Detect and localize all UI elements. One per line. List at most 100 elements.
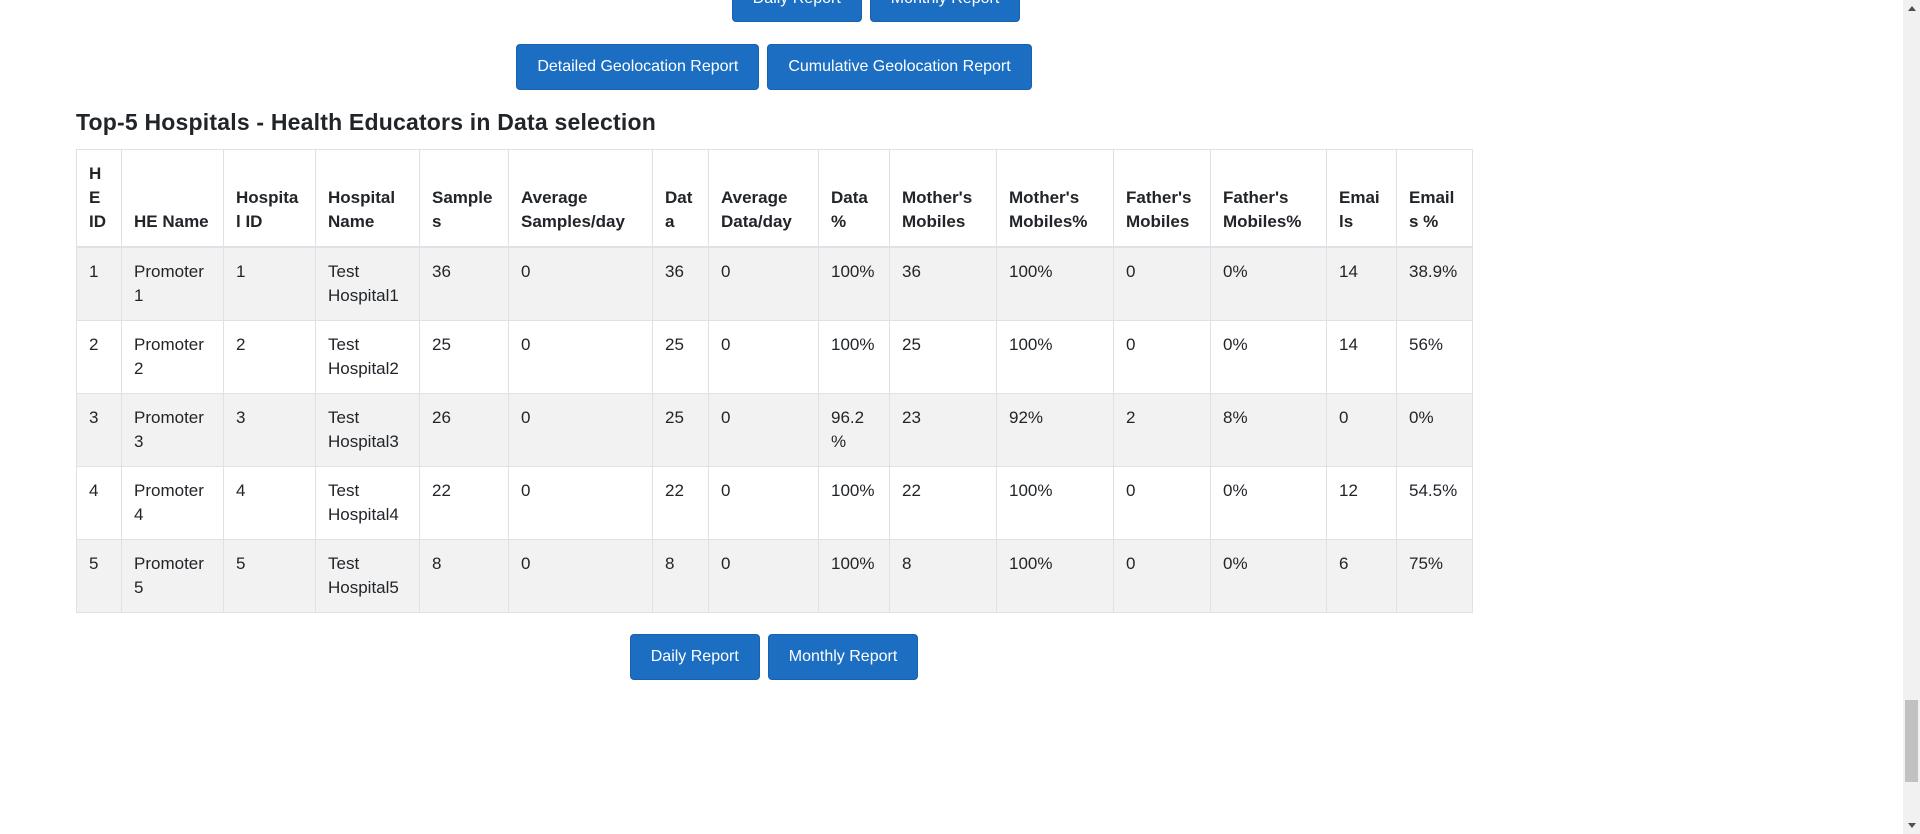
table-cell: Promoter3	[121, 393, 224, 467]
table-cell: 100%	[996, 320, 1114, 394]
column-header-data: Data	[652, 149, 709, 248]
column-header-data-pct: Data%	[818, 149, 890, 248]
table-cell: 96.2%	[818, 393, 890, 467]
scrollbar-thumb[interactable]	[1905, 700, 1918, 782]
table-cell: Promoter4	[121, 466, 224, 540]
table-body: 1 Promoter1 1 Test Hospital1 36 0 36 0 1…	[76, 246, 1473, 613]
table-cell: 8	[419, 539, 509, 613]
table-cell: 22	[419, 466, 509, 540]
table-header: HE ID HE Name Hospital ID Hospital Name …	[76, 149, 1473, 248]
table-row: 3 Promoter3 3 Test Hospital3 26 0 25 0 9…	[76, 393, 1473, 467]
table-cell: 4	[76, 466, 122, 540]
table-cell: 2	[223, 320, 316, 394]
table-cell: 0%	[1210, 320, 1327, 394]
table-cell: 0	[1113, 539, 1211, 613]
column-header-samples: Samples	[419, 149, 509, 248]
table-cell: 100%	[818, 466, 890, 540]
table-cell: 25	[419, 320, 509, 394]
table-cell: 0%	[1210, 246, 1327, 321]
table-cell: Test Hospital1	[315, 246, 420, 321]
table-cell: 0	[508, 466, 653, 540]
scroll-down-arrow-icon[interactable]	[1903, 817, 1920, 834]
column-header-avg-samples-day: Average Samples/day	[508, 149, 653, 248]
table-cell: 25	[889, 320, 997, 394]
table-cell: 56%	[1396, 320, 1473, 394]
column-header-hospital-name: Hospital Name	[315, 149, 420, 248]
table-cell: 0%	[1210, 466, 1327, 540]
table-cell: 0	[508, 393, 653, 467]
table-cell: 25	[652, 393, 709, 467]
cumulative-geolocation-report-button[interactable]: Cumulative Geolocation Report	[767, 44, 1032, 90]
table-cell: Test Hospital3	[315, 393, 420, 467]
table-cell: 8%	[1210, 393, 1327, 467]
table-cell: Test Hospital5	[315, 539, 420, 613]
table-cell: 36	[652, 246, 709, 321]
table-cell: 2	[1113, 393, 1211, 467]
column-header-emails: Emails	[1326, 149, 1397, 248]
table-cell: 0%	[1396, 393, 1473, 467]
table-cell: 1	[76, 246, 122, 321]
main-content: Daily Report Monthly Report Detailed Geo…	[76, 0, 1473, 680]
table-cell: 0	[708, 466, 819, 540]
table-cell: 0	[508, 539, 653, 613]
table-cell: 14	[1326, 320, 1397, 394]
table-cell: 26	[419, 393, 509, 467]
table-cell: 54.5%	[1396, 466, 1473, 540]
table-cell: 5	[76, 539, 122, 613]
table-cell: 0	[1113, 320, 1211, 394]
table-cell: 12	[1326, 466, 1397, 540]
table-cell: 92%	[996, 393, 1114, 467]
monthly-report-button-bottom[interactable]: Monthly Report	[767, 634, 919, 680]
table-cell: 22	[652, 466, 709, 540]
table-cell: 0	[1113, 246, 1211, 321]
table-cell: 38.9%	[1396, 246, 1473, 321]
table-cell: 8	[889, 539, 997, 613]
table-cell: 0	[1113, 466, 1211, 540]
daily-report-button-top[interactable]: Daily Report	[731, 0, 862, 22]
monthly-report-button-top[interactable]: Monthly Report	[869, 0, 1021, 22]
column-header-avg-data-day: Average Data/day	[708, 149, 819, 248]
column-header-he-name: HE Name	[121, 149, 224, 248]
daily-report-button-bottom[interactable]: Daily Report	[629, 634, 760, 680]
page-title: Top-5 Hospitals - Health Educators in Da…	[76, 109, 656, 135]
table-cell: Test Hospital2	[315, 320, 420, 394]
column-header-hospital-id: Hospital ID	[223, 149, 316, 248]
table-cell: 36	[419, 246, 509, 321]
table-cell: Promoter1	[121, 246, 224, 321]
table-cell: 100%	[996, 246, 1114, 321]
table-row: 1 Promoter1 1 Test Hospital1 36 0 36 0 1…	[76, 246, 1473, 321]
table-cell: 36	[889, 246, 997, 321]
table-cell: 1	[223, 246, 316, 321]
table-cell: 100%	[818, 320, 890, 394]
table-cell: 3	[76, 393, 122, 467]
detailed-geolocation-report-button[interactable]: Detailed Geolocation Report	[516, 44, 760, 90]
vertical-scrollbar[interactable]	[1903, 0, 1920, 834]
table-cell: 22	[889, 466, 997, 540]
column-header-mothers-mobiles-pct: Mother's Mobiles%	[996, 149, 1114, 248]
table-cell: 0	[508, 246, 653, 321]
table-cell: 100%	[818, 539, 890, 613]
table-cell: 0	[708, 320, 819, 394]
table-cell: 0	[708, 246, 819, 321]
table-row: 2 Promoter2 2 Test Hospital2 25 0 25 0 1…	[76, 320, 1473, 394]
table-cell: 25	[652, 320, 709, 394]
table-cell: Test Hospital4	[315, 466, 420, 540]
table-cell: 8	[652, 539, 709, 613]
top-report-buttons: Daily Report Monthly Report	[178, 0, 1574, 22]
scroll-up-arrow-icon[interactable]	[1903, 0, 1920, 17]
table-cell: 0	[708, 539, 819, 613]
column-header-emails-pct: Emails %	[1396, 149, 1473, 248]
column-header-mothers-mobiles: Mother's Mobiles	[889, 149, 997, 248]
table-cell: 75%	[1396, 539, 1473, 613]
table-cell: 100%	[996, 466, 1114, 540]
table-cell: Promoter2	[121, 320, 224, 394]
table-cell: 0	[508, 320, 653, 394]
table-cell: 5	[223, 539, 316, 613]
table-cell: 14	[1326, 246, 1397, 321]
geolocation-report-buttons: Detailed Geolocation Report Cumulative G…	[76, 44, 1472, 90]
table-cell: 100%	[996, 539, 1114, 613]
table-cell: Promoter5	[121, 539, 224, 613]
table-cell: 0	[708, 393, 819, 467]
table-cell: 3	[223, 393, 316, 467]
column-header-fathers-mobiles: Father's Mobiles	[1113, 149, 1211, 248]
